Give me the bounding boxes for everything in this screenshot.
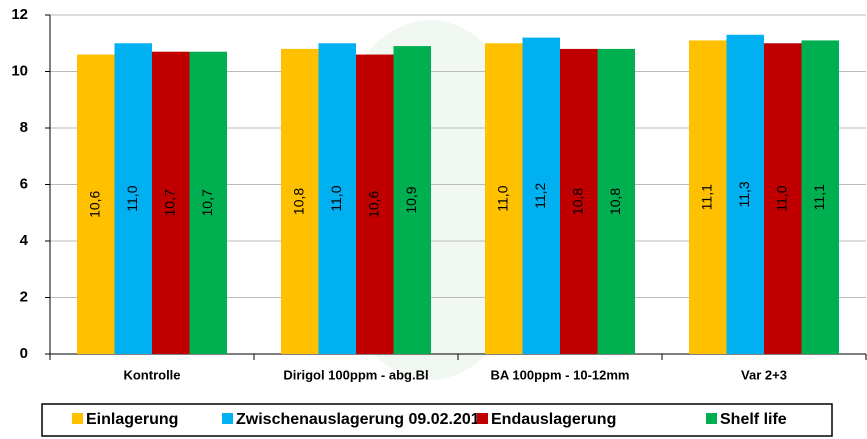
value-label: 11,0 [773, 185, 789, 211]
legend-label: Shelf life [720, 411, 787, 428]
value-label: 11,3 [736, 181, 752, 207]
value-label: 10,7 [161, 189, 177, 216]
value-label: 10,8 [607, 188, 623, 215]
legend-label: Zwischenauslagerung 09.02.2010 [236, 411, 489, 428]
value-label: 11,0 [124, 185, 140, 211]
value-label: 10,9 [403, 186, 419, 213]
x-tick-label: BA 100ppm - 10-12mm [491, 367, 630, 382]
value-label: 10,8 [290, 188, 306, 215]
legend-label: Endauslagerung [491, 411, 616, 428]
value-label: 11,2 [532, 182, 548, 208]
x-tick-label: Kontrolle [123, 367, 180, 382]
y-tick-label: 10 [11, 62, 28, 79]
y-tick-label: 2 [20, 288, 28, 305]
value-label: 11,1 [811, 184, 827, 210]
value-label: 11,0 [494, 185, 510, 211]
y-tick-label: 0 [20, 345, 28, 362]
y-tick-label: 4 [20, 232, 29, 249]
value-label: 11,1 [698, 184, 714, 210]
x-tick-label: Dirigol 100ppm - abg.Bl [283, 367, 428, 382]
value-label: 10,6 [86, 190, 102, 217]
x-tick-label: Var 2+3 [741, 367, 787, 382]
value-label: 10,8 [569, 188, 585, 215]
value-label: 10,6 [365, 190, 381, 217]
legend-swatch [222, 413, 233, 424]
legend-swatch [72, 413, 83, 424]
y-tick-label: 8 [20, 119, 28, 136]
legend-label: Einlagerung [86, 411, 178, 428]
value-label: 10,7 [199, 189, 215, 216]
value-label: 11,0 [328, 185, 344, 211]
y-tick-label: 12 [11, 6, 28, 23]
legend-swatch [477, 413, 488, 424]
legend-swatch [706, 413, 717, 424]
chart: 0 2 4 6 8 10 12 Kontrolle 10,6 11,0 10,7 10,7 Dirigo… [0, 0, 867, 439]
y-tick-label: 6 [20, 175, 28, 192]
